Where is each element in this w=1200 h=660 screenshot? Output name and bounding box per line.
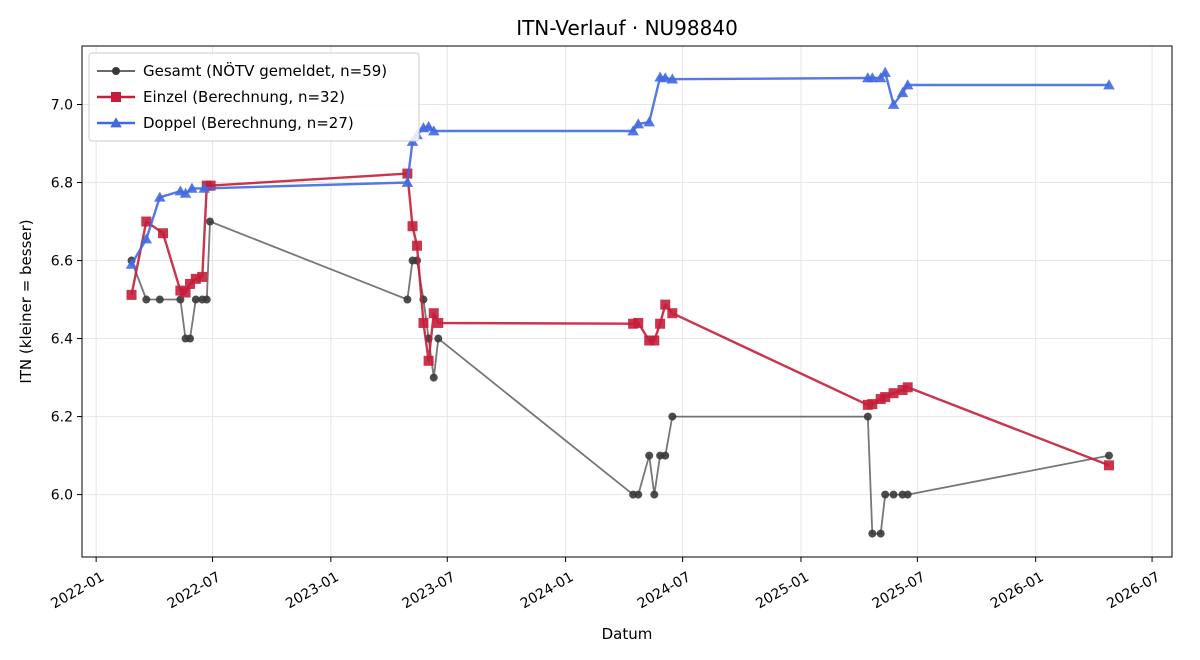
data-point: [876, 529, 885, 538]
series-layer: [125, 66, 1115, 538]
data-point: [422, 120, 435, 132]
y-axis-title: ITN (kleiner = besser): [17, 219, 35, 383]
data-point: [176, 295, 185, 304]
data-point: [650, 490, 659, 499]
legend-marker: [111, 92, 121, 102]
data-point: [423, 355, 434, 366]
data-point: [186, 334, 195, 343]
data-point: [428, 125, 440, 136]
data-point: [879, 66, 891, 77]
data-point: [142, 295, 151, 304]
data-point: [896, 87, 909, 98]
data-point: [429, 373, 438, 382]
data-point: [897, 385, 908, 396]
x-axis-title: Datum: [602, 625, 653, 643]
data-point: [1103, 79, 1115, 90]
data-point: [661, 451, 670, 460]
series-triangle: [125, 66, 1115, 269]
legend-item: Gesamt (NÖTV gemeldet, n=59): [97, 61, 387, 80]
data-point: [401, 176, 414, 187]
data-point: [866, 72, 879, 83]
data-point: [185, 278, 196, 289]
data-point: [433, 317, 444, 328]
legend-box: [88, 52, 420, 142]
data-point: [649, 335, 660, 346]
data-point: [179, 187, 192, 198]
data-point: [180, 287, 191, 298]
data-point: [902, 382, 913, 393]
legend-item: Einzel (Berechnung, n=32): [97, 88, 345, 106]
y-tick-label: 7.0: [51, 98, 73, 114]
data-point: [155, 295, 164, 304]
data-point: [633, 317, 644, 328]
data-point: [1104, 451, 1113, 460]
data-point: [659, 72, 672, 83]
data-point: [202, 295, 211, 304]
data-point: [198, 182, 210, 193]
data-point: [428, 308, 439, 319]
series-square: [126, 168, 1114, 471]
data-point: [655, 318, 666, 329]
data-point: [434, 334, 443, 343]
data-point: [868, 529, 877, 538]
legend-label: Gesamt (NÖTV gemeldet, n=59): [143, 61, 387, 80]
data-point: [888, 388, 899, 399]
data-point: [880, 392, 891, 403]
data-point: [627, 125, 639, 136]
data-point: [407, 221, 418, 232]
chart-title: ITN-Verlauf · NU98840: [516, 16, 738, 40]
data-point: [140, 233, 153, 244]
data-point: [634, 490, 643, 499]
data-point: [667, 308, 678, 319]
data-point: [191, 295, 200, 304]
data-point: [668, 412, 677, 421]
data-point: [186, 182, 198, 193]
y-tick-label: 6.2: [51, 410, 73, 426]
data-point: [205, 217, 214, 226]
legend-label: Doppel (Berechnung, n=27): [143, 114, 354, 132]
data-point: [197, 271, 208, 282]
data-point: [175, 285, 186, 296]
data-point: [863, 412, 872, 421]
y-tick-label: 6.8: [51, 176, 73, 192]
data-point: [666, 73, 679, 84]
data-point: [628, 318, 639, 329]
data-point: [889, 490, 898, 499]
series-circle: [127, 217, 1113, 538]
legend-item: Doppel (Berechnung, n=27): [97, 114, 354, 132]
data-point: [154, 191, 166, 202]
data-point: [158, 228, 169, 239]
data-point: [660, 299, 671, 310]
data-point: [887, 98, 900, 109]
data-point: [190, 273, 201, 284]
y-tick-label: 6.4: [51, 332, 73, 348]
data-point: [874, 72, 887, 83]
legend-marker: [112, 67, 120, 75]
data-point: [412, 240, 423, 251]
data-point: [403, 295, 412, 304]
data-point: [1103, 460, 1114, 471]
data-point: [632, 118, 645, 129]
y-tick-label: 6.0: [51, 488, 73, 504]
legend-marker: [110, 117, 122, 128]
y-tick-label: 6.6: [51, 254, 73, 270]
data-point: [903, 490, 912, 499]
data-point: [205, 180, 216, 191]
data-point: [643, 116, 655, 127]
data-point: [125, 258, 138, 269]
data-point: [141, 216, 152, 227]
legend-label: Einzel (Berechnung, n=32): [143, 88, 345, 106]
data-point: [901, 79, 914, 90]
data-point: [126, 289, 137, 300]
data-point: [645, 451, 654, 460]
plot-frame: [81, 45, 1173, 558]
data-point: [418, 317, 429, 328]
data-point: [644, 335, 655, 346]
legend: Gesamt (NÖTV gemeldet, n=59) Einzel (Bere…: [88, 52, 420, 142]
data-point: [867, 399, 878, 410]
data-point: [881, 490, 890, 499]
